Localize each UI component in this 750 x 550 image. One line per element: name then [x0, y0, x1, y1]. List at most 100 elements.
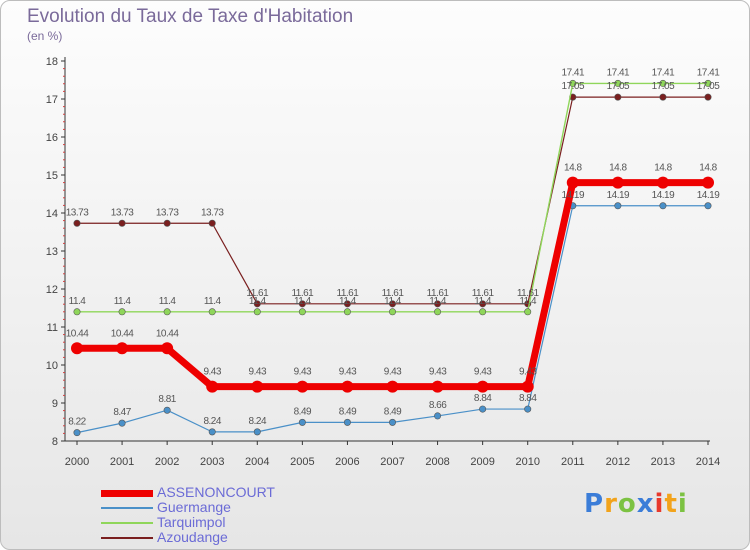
legend-swatch	[101, 489, 153, 497]
data-point-guermange	[118, 419, 126, 427]
data-label-guermange: 8.24	[249, 416, 267, 427]
y-tick-label: 17	[46, 94, 58, 106]
data-point-azoudange	[73, 219, 81, 227]
data-point-guermange	[659, 202, 667, 210]
data-point-tarquimpol	[343, 308, 351, 316]
legend-swatch	[101, 507, 153, 509]
data-point-tarquimpol	[73, 308, 81, 316]
data-label-guermange: 8.24	[203, 416, 221, 427]
data-label-assenoncourt: 14.8	[654, 163, 672, 174]
x-tick-label: 2011	[561, 456, 585, 468]
data-label-assenoncourt: 10.44	[111, 328, 134, 339]
data-point-assenoncourt	[116, 342, 129, 355]
y-tick-label: 14	[46, 208, 58, 220]
y-tick-label: 8	[52, 436, 58, 448]
x-tick-label: 2008	[425, 456, 449, 468]
data-point-guermange	[343, 418, 351, 426]
y-tick-label: 9	[52, 398, 58, 410]
data-label-assenoncourt: 10.44	[156, 328, 179, 339]
data-point-guermange	[388, 418, 396, 426]
x-tick-label: 2006	[335, 456, 359, 468]
x-tick-label: 2010	[515, 456, 539, 468]
data-point-guermange	[298, 418, 306, 426]
data-point-tarquimpol	[388, 308, 396, 316]
legend-label: Azoudange	[157, 529, 228, 545]
data-point-assenoncourt	[386, 380, 399, 393]
data-label-tarquimpol: 11.4	[519, 296, 537, 307]
data-label-tarquimpol: 11.4	[159, 296, 177, 307]
data-label-azoudange: 11.61	[472, 288, 495, 299]
y-tick-label: 16	[46, 132, 58, 144]
data-point-assenoncourt	[611, 176, 624, 189]
data-label-guermange: 14.19	[562, 190, 585, 201]
y-tick-label: 15	[46, 170, 58, 182]
logo-letter: t	[664, 489, 678, 519]
data-point-guermange	[704, 202, 712, 210]
data-point-guermange	[434, 412, 442, 420]
data-point-tarquimpol	[434, 308, 442, 316]
data-label-azoudange: 11.61	[427, 288, 450, 299]
data-point-guermange	[253, 428, 261, 436]
x-tick-label: 2013	[651, 456, 675, 468]
data-label-azoudange: 11.61	[517, 288, 540, 299]
data-point-azoudange	[298, 300, 306, 308]
data-label-tarquimpol: 11.4	[429, 296, 447, 307]
data-label-tarquimpol: 11.4	[294, 296, 312, 307]
data-point-azoudange	[163, 219, 171, 227]
data-label-assenoncourt: 9.43	[519, 367, 537, 378]
legend-swatch	[101, 522, 153, 524]
data-point-azoudange	[434, 300, 442, 308]
data-point-azoudange	[343, 300, 351, 308]
x-tick-label: 2002	[155, 456, 179, 468]
data-point-guermange	[524, 405, 532, 413]
y-tick-label: 18	[46, 56, 58, 68]
x-tick-label: 2009	[470, 456, 494, 468]
data-label-tarquimpol: 17.41	[652, 67, 675, 78]
data-label-tarquimpol: 11.4	[249, 296, 267, 307]
x-tick-label: 2004	[245, 456, 269, 468]
y-tick-label: 12	[46, 284, 58, 296]
data-label-azoudange: 17.05	[562, 81, 585, 92]
data-point-assenoncourt	[566, 176, 579, 189]
data-point-tarquimpol	[253, 308, 261, 316]
data-label-guermange: 8.49	[384, 406, 402, 417]
data-point-guermange	[614, 202, 622, 210]
data-point-azoudange	[208, 219, 216, 227]
data-label-assenoncourt: 9.43	[429, 367, 447, 378]
data-point-guermange	[208, 428, 216, 436]
chart-subtitle: (en %)	[27, 29, 63, 43]
data-point-azoudange	[118, 219, 126, 227]
data-label-tarquimpol: 11.4	[339, 296, 357, 307]
data-point-assenoncourt	[431, 380, 444, 393]
data-label-azoudange: 11.61	[246, 288, 269, 299]
data-label-guermange: 8.66	[429, 400, 447, 411]
data-label-tarquimpol: 11.4	[384, 296, 402, 307]
data-point-tarquimpol	[704, 79, 712, 87]
data-label-guermange: 8.84	[474, 393, 492, 404]
data-point-tarquimpol	[569, 79, 577, 87]
data-label-azoudange: 13.73	[66, 207, 89, 218]
data-label-guermange: 14.19	[697, 190, 720, 201]
y-tick-label: 11	[47, 322, 58, 334]
data-label-guermange: 8.47	[113, 407, 131, 418]
x-tick-label: 2012	[606, 456, 630, 468]
logo-letter: i	[677, 489, 688, 519]
data-label-assenoncourt: 14.8	[699, 163, 717, 174]
data-label-guermange: 8.81	[158, 394, 176, 405]
data-point-assenoncourt	[521, 380, 534, 393]
data-point-azoudange	[659, 93, 667, 101]
data-point-tarquimpol	[208, 308, 216, 316]
data-point-assenoncourt	[296, 380, 309, 393]
x-tick-label: 2005	[290, 456, 314, 468]
data-label-azoudange: 11.61	[337, 288, 360, 299]
data-label-azoudange: 11.61	[382, 288, 405, 299]
data-point-tarquimpol	[118, 308, 126, 316]
data-label-assenoncourt: 9.43	[474, 367, 492, 378]
legend-label: Guermange	[157, 499, 231, 515]
x-tick-label: 2003	[200, 456, 224, 468]
data-point-assenoncourt	[656, 176, 669, 189]
data-point-tarquimpol	[524, 308, 532, 316]
proxiti-logo: Proxiti	[584, 489, 688, 519]
data-label-assenoncourt: 9.43	[203, 367, 221, 378]
